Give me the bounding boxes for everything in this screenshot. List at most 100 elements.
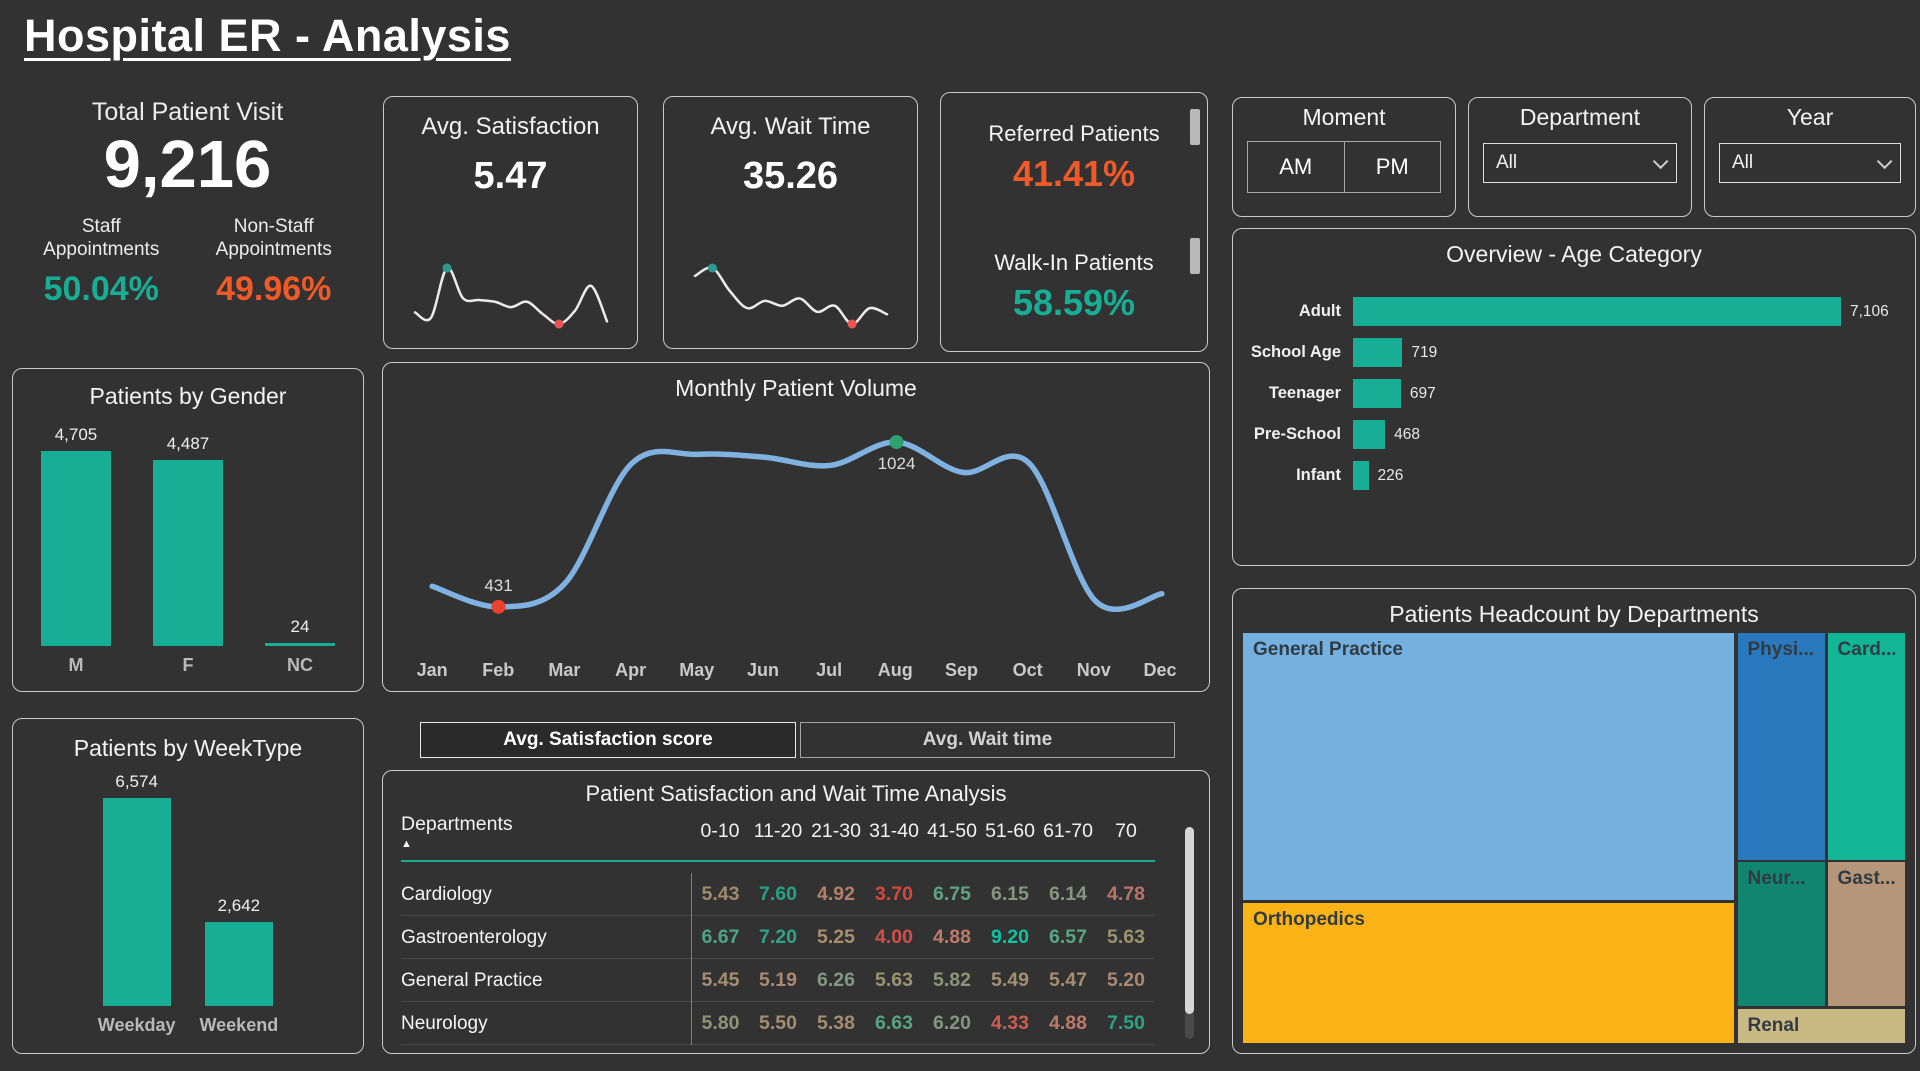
kpi-total-value: 9,216 <box>15 127 360 202</box>
table-row-general-practice[interactable]: General Practice5.455.196.265.635.825.49… <box>401 959 1155 1002</box>
age-value-label: 719 <box>1411 344 1437 362</box>
walkin-patients-value: 58.59% <box>1013 282 1135 324</box>
bar-value-label: 2,642 <box>218 896 261 916</box>
treemap-tile-renal[interactable]: Renal <box>1738 1009 1905 1043</box>
column-header-61-70[interactable]: 61-70 <box>1039 820 1097 843</box>
department-cell: Cardiology <box>401 884 691 906</box>
treemap-tile-general-practice[interactable]: General Practice <box>1243 633 1734 900</box>
table-scrollbar-thumb[interactable] <box>1185 827 1194 1014</box>
table-row-neurology[interactable]: Neurology5.805.505.386.636.204.334.887.5… <box>401 1002 1155 1045</box>
monthly-volume-title: Monthly Patient Volume <box>383 375 1209 402</box>
svg-text:431: 431 <box>484 576 512 595</box>
column-header-0-10[interactable]: 0-10 <box>691 820 749 843</box>
table-row-gastroenterology[interactable]: Gastroenterology6.677.205.254.004.889.20… <box>401 916 1155 959</box>
chevron-down-icon <box>1877 153 1893 169</box>
age-bar-adult[interactable] <box>1353 297 1841 326</box>
table-scrollbar-track[interactable] <box>1185 827 1194 1039</box>
treemap-tile-label: Neur... <box>1748 868 1815 890</box>
age-bar-track: 697 <box>1353 379 1899 408</box>
treemap-tile-cardiology[interactable]: Card... <box>1828 633 1905 860</box>
age-value-label: 7,106 <box>1850 303 1889 321</box>
year-dropdown-value: All <box>1732 152 1877 174</box>
bar-category-label: M <box>69 655 84 677</box>
value-cell: 6.67 <box>691 916 749 959</box>
tab-avg-satisfaction-score[interactable]: Avg. Satisfaction score <box>420 722 796 758</box>
age-category-label: Pre-School <box>1249 425 1353 444</box>
age-bar-infant[interactable] <box>1353 461 1369 490</box>
treemap-tile-neurology[interactable]: Neur... <box>1738 862 1825 1006</box>
kpi-staff-value: 50.04% <box>15 270 188 309</box>
department-dropdown[interactable]: All <box>1483 143 1677 183</box>
treemap-tile-physiotherapy[interactable]: Physi... <box>1738 633 1825 860</box>
sort-ascending-icon: ▲ <box>401 839 691 850</box>
month-label: Feb <box>465 660 531 681</box>
column-header-departments[interactable]: Departments▲ <box>401 813 691 850</box>
weektype-bar-weekend[interactable] <box>205 922 273 1006</box>
age-category-label: Adult <box>1249 302 1353 321</box>
column-header-11-20[interactable]: 11-20 <box>749 820 807 843</box>
treemap-tile-label: Card... <box>1838 639 1895 661</box>
am-button[interactable]: AM <box>1248 142 1344 192</box>
referred-walkin-card: Referred Patients 41.41% Walk-In Patient… <box>940 92 1208 352</box>
treemap-tile-label: General Practice <box>1253 639 1724 661</box>
gender-bar-f[interactable] <box>153 460 223 646</box>
value-cell: 6.20 <box>923 1012 981 1035</box>
table-row-cardiology[interactable]: Cardiology5.437.604.923.706.756.156.144.… <box>401 873 1155 916</box>
bar-category-label: Weekday <box>98 1015 176 1037</box>
age-bar-track: 226 <box>1353 461 1899 490</box>
moment-filter: Moment AM PM <box>1232 97 1456 217</box>
treemap-tile-orthopedics[interactable]: Orthopedics <box>1243 903 1734 1043</box>
age-value-label: 468 <box>1394 426 1420 444</box>
column-header-70[interactable]: 70 <box>1097 820 1155 843</box>
age-bar-teenager[interactable] <box>1353 379 1401 408</box>
gender-title: Patients by Gender <box>13 383 363 410</box>
referred-patients-value: 41.41% <box>1013 153 1135 195</box>
treemap-tile-gastroenterology[interactable]: Gast... <box>1828 862 1905 1006</box>
value-cell: 6.26 <box>807 969 865 992</box>
value-cell: 5.38 <box>807 1012 865 1035</box>
bar-value-label: 24 <box>291 617 310 637</box>
treemap-tile-label: Renal <box>1748 1015 1800 1037</box>
month-label: Oct <box>995 660 1061 681</box>
satisfaction-sparkline[interactable] <box>406 258 616 336</box>
wait-time-sparkline[interactable] <box>686 258 896 336</box>
walkin-scrollbar[interactable] <box>1190 238 1200 274</box>
month-axis: JanFebMarAprMayJunJulAugSepOctNovDec <box>399 660 1193 681</box>
value-cell: 6.57 <box>1039 926 1097 949</box>
bar-column: 6,574Weekday <box>98 772 176 1037</box>
column-header-51-60[interactable]: 51-60 <box>981 820 1039 843</box>
walkin-patients-label: Walk-In Patients <box>994 250 1153 276</box>
gender-bar-m[interactable] <box>41 451 111 646</box>
table-header: Departments▲0-1011-2021-3031-4041-5051-6… <box>401 813 1155 862</box>
tab-avg-wait-time[interactable]: Avg. Wait time <box>800 722 1175 758</box>
value-cell: 6.75 <box>923 883 981 906</box>
avg-wait-time-title: Avg. Wait Time <box>664 113 917 141</box>
value-cell: 7.20 <box>749 926 807 949</box>
value-cell: 5.45 <box>691 959 749 1002</box>
column-header-31-40[interactable]: 31-40 <box>865 820 923 843</box>
column-header-41-50[interactable]: 41-50 <box>923 820 981 843</box>
month-label: Dec <box>1127 660 1193 681</box>
bar-category-label: NC <box>287 655 313 677</box>
column-header-21-30[interactable]: 21-30 <box>807 820 865 843</box>
avg-wait-time-value: 35.26 <box>664 155 917 198</box>
avg-satisfaction-title: Avg. Satisfaction <box>384 113 637 141</box>
gender-bar-nc[interactable] <box>265 643 335 646</box>
year-dropdown[interactable]: All <box>1719 143 1901 183</box>
bar-category-label: F <box>183 655 194 677</box>
department-cell: General Practice <box>401 970 691 992</box>
kpi-nonstaff-value: 49.96% <box>188 270 361 309</box>
age-bar-pre-school[interactable] <box>1353 420 1385 449</box>
bar-category-label: Weekend <box>200 1015 279 1037</box>
referred-scrollbar[interactable] <box>1190 109 1200 145</box>
age-bar-school-age[interactable] <box>1353 338 1402 367</box>
age-bar-track: 719 <box>1353 338 1899 367</box>
pm-button[interactable]: PM <box>1344 142 1441 192</box>
age-category-label: Infant <box>1249 466 1353 485</box>
weektype-panel: Patients by WeekType 6,574Weekday2,642We… <box>12 718 364 1054</box>
month-label: Jun <box>730 660 796 681</box>
monthly-line-chart[interactable]: 4311024 <box>399 407 1195 639</box>
weektype-bar-weekday[interactable] <box>103 798 171 1006</box>
age-category-title: Overview - Age Category <box>1233 241 1915 268</box>
department-filter-title: Department <box>1469 104 1691 131</box>
